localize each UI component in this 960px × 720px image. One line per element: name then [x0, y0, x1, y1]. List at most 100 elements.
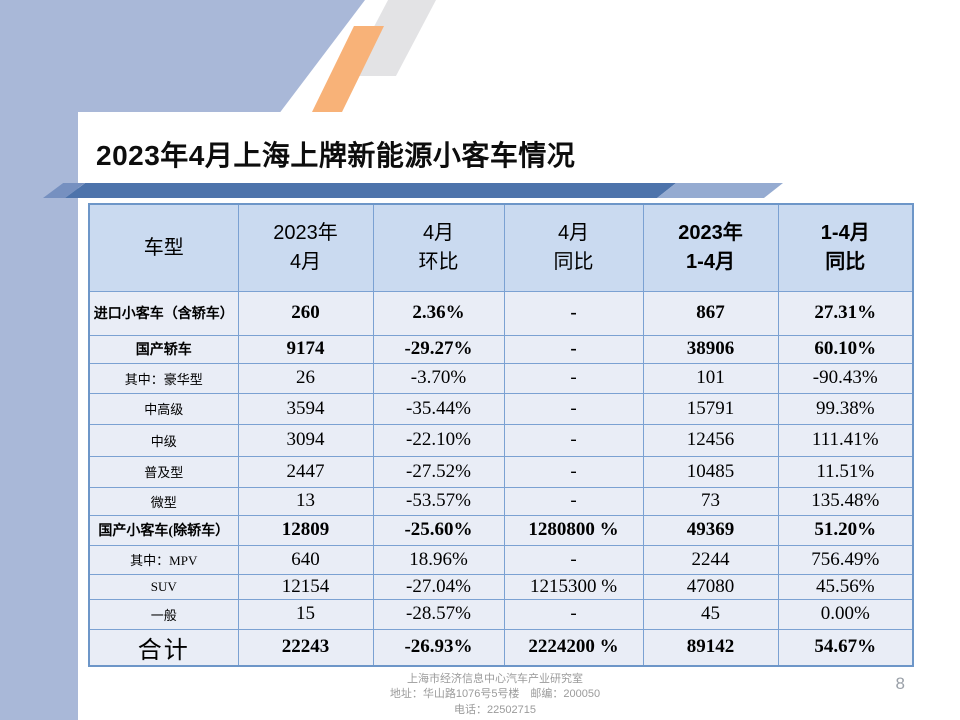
cell-value: 2244 — [642, 544, 779, 575]
slide-title: 2023年4月上海上牌新能源小客车情况 — [96, 140, 576, 171]
row-label: 其中：豪华型 — [88, 362, 239, 394]
cell-value: -3.70% — [372, 362, 505, 394]
row-label: 普及型 — [88, 455, 239, 488]
cell-value: 135.48% — [777, 486, 914, 516]
header-jan-apr-yoy: 1-4月 同比 — [777, 203, 914, 292]
cell-value: 60.10% — [777, 334, 914, 364]
cell-value: 15791 — [642, 392, 779, 425]
table-header-row: 车型 2023年 4月 4月 环比 4月 同比 2023年 1-4月 1-4月 同比 — [88, 203, 914, 292]
table-row-mpv: 其中：MPV 640 18.96% - 2244 756.49% — [88, 544, 914, 575]
cell-value: -25.60% — [372, 514, 505, 546]
table-row-suv: SUV 12154 -27.04% 1215300 % 47080 45.56% — [88, 573, 914, 600]
cell-value: 0.00% — [777, 598, 914, 630]
left-accent-band — [0, 0, 78, 720]
header-apr-2023: 2023年 4月 — [237, 203, 374, 292]
cell-value: 54.67% — [777, 628, 914, 666]
cell-value: - — [503, 423, 644, 457]
cell-value: 111.41% — [777, 423, 914, 457]
cell-value: -22.10% — [372, 423, 505, 457]
cell-value: 13 — [237, 486, 374, 516]
header-jan-apr-2023: 2023年 1-4月 — [642, 203, 779, 292]
cell-value: 89142 — [642, 628, 779, 666]
cell-value: 27.31% — [777, 290, 914, 336]
cell-value: -26.93% — [372, 628, 505, 666]
cell-value: 49369 — [642, 514, 779, 546]
title-bar-light-end — [657, 183, 783, 198]
footer-phone: 电话：22502715 — [454, 703, 536, 716]
cell-value: 1215300 % — [503, 573, 644, 600]
header-vehicle-type: 车型 — [88, 203, 239, 292]
cell-value: 26 — [237, 362, 374, 394]
cell-value: -29.27% — [372, 334, 505, 364]
cell-value: -53.57% — [372, 486, 505, 516]
row-label: 一般 — [88, 598, 239, 630]
cell-value: 12456 — [642, 423, 779, 457]
cell-value: 1280800 % — [503, 514, 644, 546]
table-row-imported: 进口小客车（含轿车） 260 2.36% - 867 27.31% — [88, 290, 914, 336]
cell-value: 51.20% — [777, 514, 914, 546]
cell-value: 260 — [237, 290, 374, 336]
slide-footer: 上海市经济信息中心汽车产业研究室 地址：华山路1076号5号楼 邮编：20005… — [40, 672, 950, 718]
row-label: 国产小客车(除轿车） — [88, 514, 239, 546]
cell-value: 15 — [237, 598, 374, 630]
row-label: 其中：MPV — [88, 544, 239, 575]
row-label: SUV — [88, 573, 239, 600]
page-number: 8 — [895, 674, 905, 693]
cell-value: - — [503, 392, 644, 425]
table-row-popular: 普及型 2447 -27.52% - 10485 11.51% — [88, 455, 914, 488]
table-row-luxury: 其中：豪华型 26 -3.70% - 101 -90.43% — [88, 362, 914, 394]
row-label: 中高级 — [88, 392, 239, 425]
cell-value: 101 — [642, 362, 779, 394]
header-apr-yoy: 4月 同比 — [503, 203, 644, 292]
footer-org: 上海市经济信息中心汽车产业研究室 — [407, 673, 583, 685]
cell-value: 12154 — [237, 573, 374, 600]
cell-value: 3594 — [237, 392, 374, 425]
row-label: 微型 — [88, 486, 239, 516]
cell-value: - — [503, 455, 644, 488]
table-row-domestic-non-sedan: 国产小客车(除轿车） 12809 -25.60% 1280800 % 49369… — [88, 514, 914, 546]
cell-value: 2224200 % — [503, 628, 644, 666]
footer-address: 地址：华山路1076号5号楼 邮编：200050 — [389, 688, 601, 701]
table-row-mid: 中级 3094 -22.10% - 12456 111.41% — [88, 423, 914, 457]
cell-value: - — [503, 362, 644, 394]
cell-value: -27.04% — [372, 573, 505, 600]
cell-value: - — [503, 334, 644, 364]
cell-value: 12809 — [237, 514, 374, 546]
table-row-mid-high: 中高级 3594 -35.44% - 15791 99.38% — [88, 392, 914, 425]
table-row-domestic-sedan: 国产轿车 9174 -29.27% - 38906 60.10% — [88, 334, 914, 364]
cell-value: 22243 — [237, 628, 374, 666]
header-apr-mom: 4月 环比 — [372, 203, 505, 292]
row-label: 国产轿车 — [88, 334, 239, 364]
row-label: 合计 — [88, 628, 239, 666]
cell-value: 11.51% — [777, 455, 914, 488]
cell-value: 9174 — [237, 334, 374, 364]
table-row-total: 合计 22243 -26.93% 2224200 % 89142 54.67% — [88, 628, 914, 666]
cell-value: 3094 — [237, 423, 374, 457]
table-row-general: 一般 15 -28.57% - 45 0.00% — [88, 598, 914, 630]
cell-value: -35.44% — [372, 392, 505, 425]
vehicle-registration-table: 车型 2023年 4月 4月 环比 4月 同比 2023年 1-4月 1-4月 同比 进口… — [88, 203, 914, 667]
table-row-mini: 微型 13 -53.57% - 73 135.48% — [88, 486, 914, 516]
cell-value: 10485 — [642, 455, 779, 488]
cell-value: -27.52% — [372, 455, 505, 488]
cell-value: - — [503, 544, 644, 575]
cell-value: 867 — [642, 290, 779, 336]
cell-value: 18.96% — [372, 544, 505, 575]
cell-value: 45.56% — [777, 573, 914, 600]
cell-value: 73 — [642, 486, 779, 516]
cell-value: 2.36% — [372, 290, 505, 336]
cell-value: 38906 — [642, 334, 779, 364]
row-label: 中级 — [88, 423, 239, 457]
title-underline-bar — [65, 183, 676, 198]
cell-value: - — [503, 598, 644, 630]
cell-value: - — [503, 486, 644, 516]
cell-value: 45 — [642, 598, 779, 630]
cell-value: 47080 — [642, 573, 779, 600]
cell-value: -28.57% — [372, 598, 505, 630]
cell-value: - — [503, 290, 644, 336]
row-label: 进口小客车（含轿车） — [88, 290, 239, 336]
cell-value: 640 — [237, 544, 374, 575]
cell-value: 99.38% — [777, 392, 914, 425]
cell-value: 2447 — [237, 455, 374, 488]
cell-value: -90.43% — [777, 362, 914, 394]
